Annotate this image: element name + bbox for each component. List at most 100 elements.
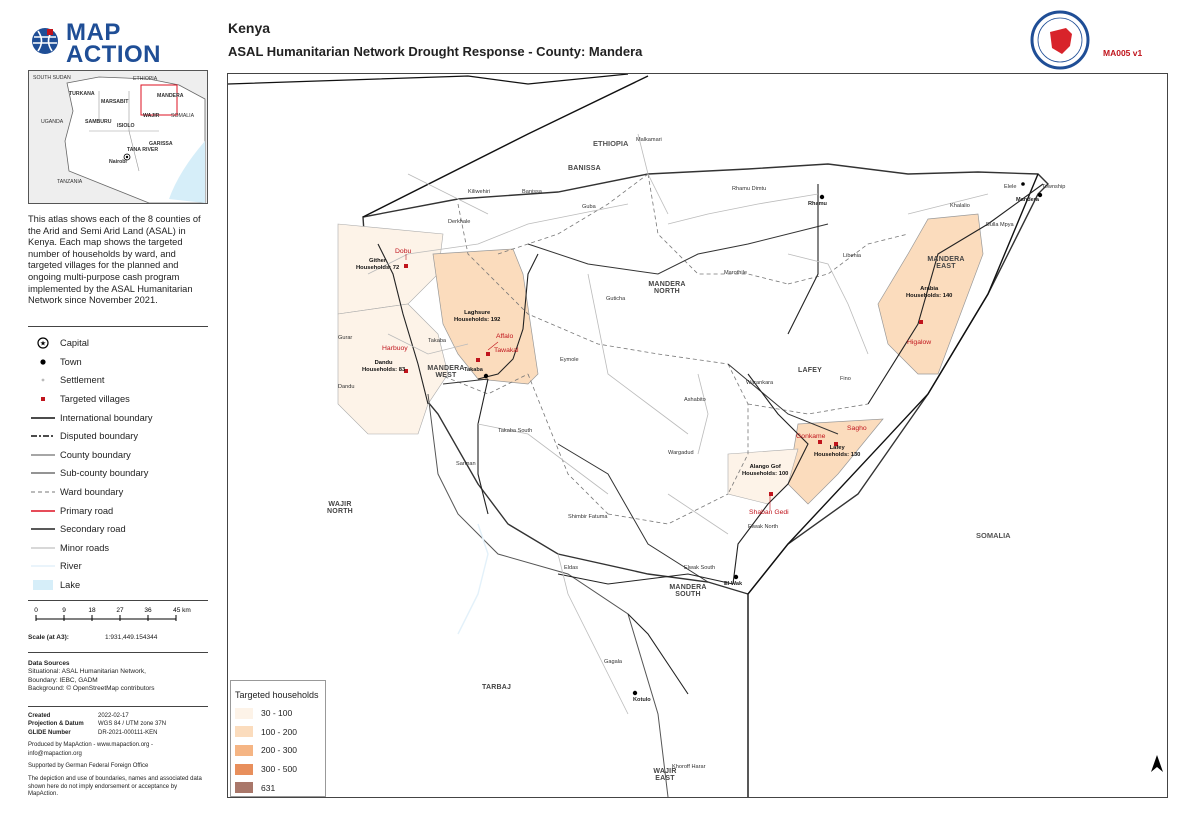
village-label: Higalow [907, 339, 932, 346]
village-label: Shaban Gedi [749, 509, 789, 516]
settlement-label: Gagala [604, 659, 623, 665]
village-marker [486, 352, 490, 356]
intro-text: This atlas shows each of the 8 counties … [28, 214, 201, 306]
inset-label: MANDERA [157, 93, 184, 99]
village-marker [818, 440, 822, 444]
settlement-label: Khalalio [950, 203, 970, 209]
towns [483, 182, 1043, 696]
minor-roads [367, 133, 989, 715]
settlement-label: Khoroff Harar [672, 764, 706, 770]
settlement-label: Rhamu Dimtu [732, 186, 767, 192]
mapaction-logo: MAP ACTION [24, 18, 214, 67]
town-marker [632, 690, 638, 696]
inset-label: SAMBURU [85, 119, 112, 125]
households-legend: Targeted households 30 - 100 100 - 200 2… [230, 680, 326, 797]
village-marker [919, 320, 923, 324]
settlement-label: Kiliwehiri [468, 189, 491, 195]
households-class: 30 - 100 [231, 704, 325, 723]
town-marker [483, 373, 489, 379]
village-label: Gonkame [796, 433, 826, 440]
inset-label: UGANDA [41, 119, 64, 125]
subcounty-boundary-line [28, 466, 58, 480]
country-label: SOMALIA [976, 531, 1011, 540]
settlement-label: Gurar [338, 335, 353, 341]
scale-ratio: Scale (at A3): 1:931,449.154344 [28, 634, 158, 641]
village-label: Tawakal [494, 347, 519, 354]
inset-label: SOUTH SUDAN [33, 75, 71, 81]
settlement-label: Shimbir Fatuma [568, 514, 608, 520]
page-title: ASAL Humanitarian Network Drought Respon… [228, 44, 643, 59]
town-label: Mandera [1016, 197, 1040, 203]
inset-label: MARSABIT [101, 99, 129, 105]
inset-label: TURKANA [69, 91, 95, 97]
households-class: 631 [231, 778, 325, 797]
inset-label: SOMALIA [171, 113, 195, 119]
capital-icon: ★ [28, 336, 58, 350]
town-label: El Wak [724, 581, 743, 587]
legend-item: Ward boundary [28, 483, 208, 502]
secondary-roads [377, 183, 1044, 695]
primary-road-line [28, 504, 58, 518]
divider [28, 600, 208, 601]
village-marker [834, 442, 838, 446]
asal-network-logo [1030, 10, 1090, 70]
map-metadata: Created 2022-02-17 Projection & Datum WGS … [28, 712, 208, 799]
targeted-villages [404, 264, 923, 496]
village-marker [476, 358, 480, 362]
scale-tick: 0 [34, 607, 38, 614]
svg-text:★: ★ [40, 340, 46, 348]
subcounty-boundaries [442, 223, 839, 583]
class-swatch [235, 707, 253, 719]
divider [28, 326, 208, 327]
inset-label: ETHIOPIA [133, 76, 158, 82]
document-code: MA005 v1 [1103, 48, 1143, 58]
lake-swatch [28, 578, 58, 592]
town-label: Elele [1004, 184, 1017, 190]
settlement-label: Libehia [843, 253, 862, 259]
ward-arabia [877, 213, 984, 375]
household-label: Dandu Households: 83 [362, 360, 406, 373]
town-label: Rhamu [808, 201, 827, 207]
legend-item: Sub-county boundary [28, 464, 208, 483]
map-canvas [228, 74, 1167, 797]
settlement-label: Elwak South [684, 565, 716, 571]
town-label: Takaba [464, 367, 483, 373]
legend-item: Secondary road [28, 520, 208, 539]
supported-by: Supported by German Federal Foreign Offi… [28, 763, 149, 770]
main-map: ETHIOPIA SOMALIA BANISSA MANDERA NORTH M… [227, 73, 1168, 798]
settlement-label: Eldas [564, 565, 578, 571]
household-label: Arabia Households: 140 [906, 286, 953, 299]
legend-item: River [28, 557, 208, 576]
river [457, 523, 489, 635]
village-label: Sagho [847, 425, 867, 432]
disclaimer: The depiction and use of boundaries, nam… [28, 776, 202, 798]
legend-item: County boundary [28, 446, 208, 465]
settlement-label: Takaba [428, 338, 447, 344]
households-class: 100 - 200 [231, 723, 325, 742]
region-label: MANDERA NORTH [648, 281, 686, 295]
town-marker [819, 194, 825, 200]
household-label: Lafey Households: 130 [814, 445, 861, 458]
household-label: Laghsure Households: 192 [454, 310, 501, 323]
scale-tick: 36 [144, 607, 152, 614]
settlement-label: Malkamari [636, 137, 662, 143]
legend-item: International boundary [28, 408, 208, 427]
town-marker [1021, 182, 1025, 186]
secondary-road-line [28, 522, 58, 536]
scale-tick: 27 [116, 607, 124, 614]
region-label: WAJIR NORTH [327, 501, 353, 515]
town-icon [28, 355, 58, 369]
region-label: TARBAJ [482, 684, 512, 691]
produced-by: Produced by MapAction - www.mapaction.or… [28, 742, 154, 757]
region-label: LAFEY [798, 367, 822, 374]
scale-tick: 9 [62, 607, 66, 614]
legend-item: Disputed boundary [28, 427, 208, 446]
legend-item: ★ Capital [28, 334, 208, 353]
country-label: ETHIOPIA [593, 139, 629, 148]
town-marker [733, 574, 739, 580]
region-label: WAJIR EAST [653, 768, 677, 782]
class-swatch [235, 744, 253, 756]
household-label: Alango Gof Households: 100 [742, 464, 789, 477]
settlement-label: Bulla Mpya [986, 222, 1014, 228]
river-line [28, 559, 58, 573]
